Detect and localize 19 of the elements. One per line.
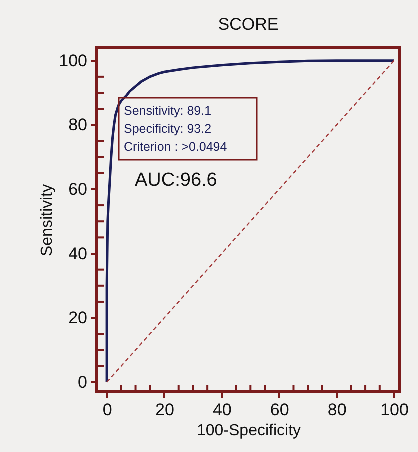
y-tick-label: 40 xyxy=(68,244,88,264)
x-tick-label: 60 xyxy=(270,400,290,420)
x-tick-label: 20 xyxy=(156,400,174,420)
x-axis-title: 100-Specificity xyxy=(196,422,302,440)
x-tick-label: 80 xyxy=(328,400,347,420)
y-tick-label: 100 xyxy=(59,51,88,70)
y-tick-label: 20 xyxy=(68,308,88,328)
x-tick-label: 40 xyxy=(212,400,232,420)
y-tick-label: 60 xyxy=(68,180,88,199)
y-tick-label: 0 xyxy=(78,372,88,392)
y-tick-label: 80 xyxy=(68,116,88,135)
annotation: AUC:96.6 xyxy=(135,170,218,191)
annotation: Specificity: 93.2 xyxy=(124,122,212,136)
chart-title: SCORE xyxy=(218,15,279,34)
annotation: Criterion : >0.0494 xyxy=(124,140,228,154)
x-tick-label: 0 xyxy=(102,400,112,420)
y-axis-title: Sensitivity xyxy=(39,184,56,257)
annotation: Sensitivity: 89.1 xyxy=(124,104,212,118)
x-tick-label: 100 xyxy=(380,400,409,420)
